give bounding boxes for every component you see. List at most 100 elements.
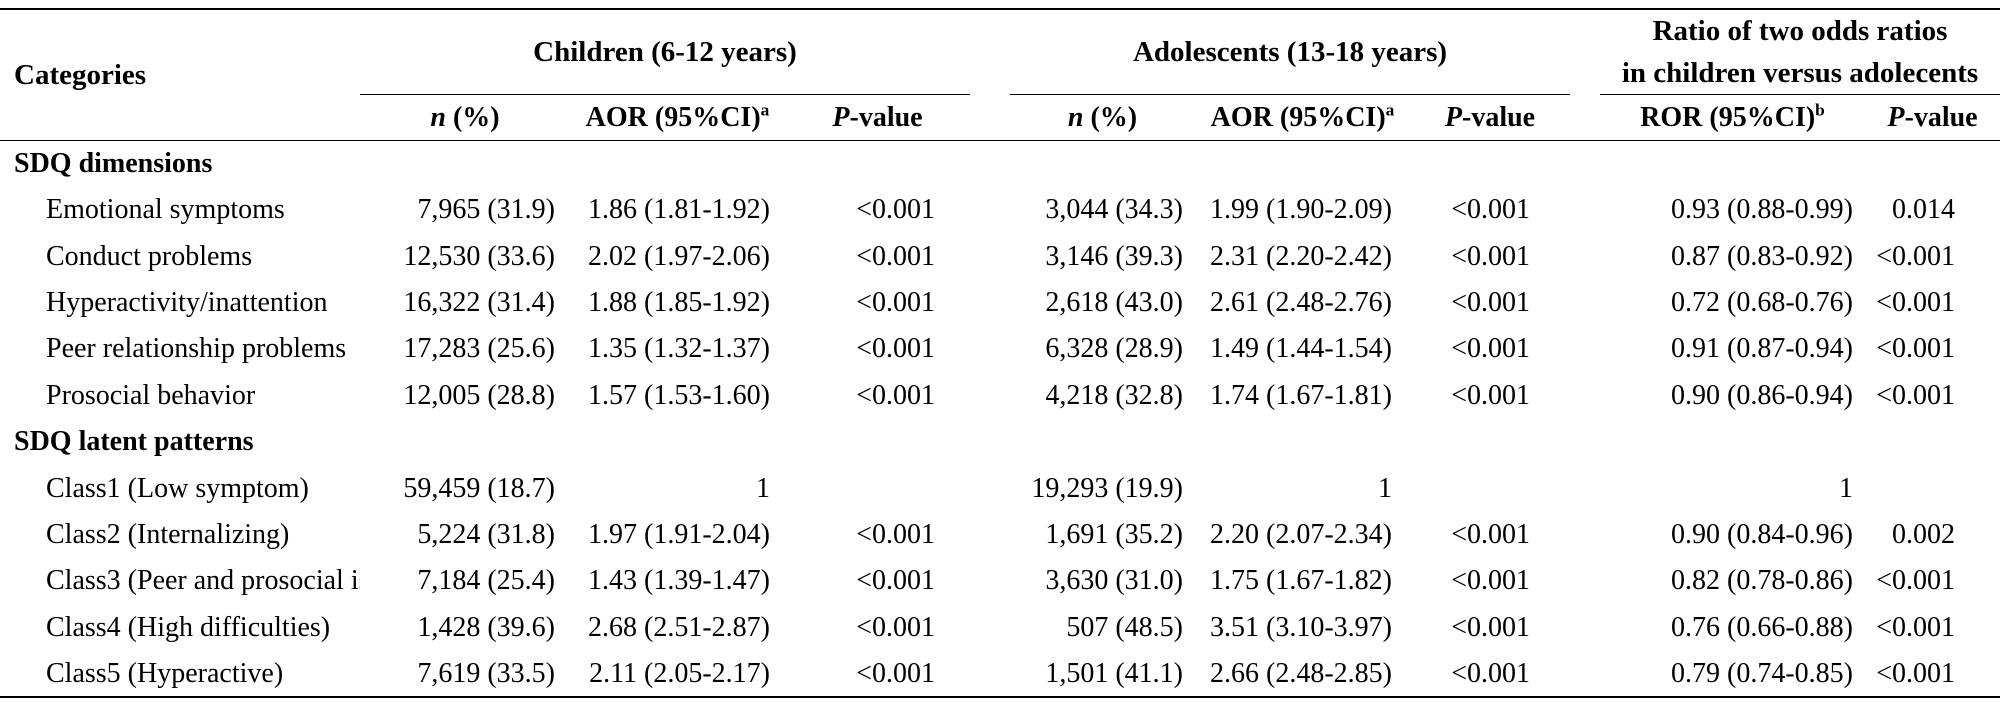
ror-pvalue-cell: <0.001 xyxy=(1876,611,1955,643)
table-row: Peer relationship problems 17,283 (25.6)… xyxy=(0,326,2000,372)
children-pvalue-cell xyxy=(785,465,970,511)
row-category: Class4 (High difficulties) xyxy=(46,611,331,643)
ror-group-header: Ratio of two odds ratios in children ver… xyxy=(1600,9,2000,96)
children-aor-cell: 2.02 (1.97-2.06) xyxy=(588,240,770,272)
adolescents-aor-cell: 1.75 (1.67-1.82) xyxy=(1210,565,1392,597)
ror-pvalue-cell: <0.001 xyxy=(1876,240,1955,272)
children-n-cell: 12,530 (33.6) xyxy=(403,240,555,272)
column-spacer xyxy=(1570,465,1600,511)
ror-header: ROR (95%CI)b xyxy=(1600,94,1865,142)
row-category: Class1 (Low symptom) xyxy=(46,472,309,504)
n-rest: (%) xyxy=(445,101,500,133)
children-aor-cell: 1.35 (1.32-1.37) xyxy=(588,333,770,365)
adolescents-pvalue-cell xyxy=(1410,465,1570,511)
ror-cell: 1 xyxy=(1839,472,1853,504)
column-spacer xyxy=(970,326,1010,372)
adolescents-n-cell: 3,044 (34.3) xyxy=(1045,194,1183,226)
table-row: Emotional symptoms 7,965 (31.9) 1.86 (1.… xyxy=(0,187,2000,233)
table-body: SDQ dimensions Emotional symptoms 7,965 … xyxy=(0,141,2000,698)
column-spacer xyxy=(970,558,1010,604)
p-symbol: P xyxy=(1444,101,1462,133)
p-symbol: P xyxy=(832,101,850,133)
adolescents-aor-cell: 1.74 (1.67-1.81) xyxy=(1210,379,1392,411)
children-n-cell: 7,965 (31.9) xyxy=(417,194,555,226)
aor-label: AOR (95%CI) xyxy=(1210,101,1386,133)
adolescents-pvalue-cell: <0.001 xyxy=(1451,333,1530,365)
ror-cell: 0.93 (0.88-0.99) xyxy=(1671,194,1853,226)
adolescents-aor-cell: 1.99 (1.90-2.09) xyxy=(1210,194,1392,226)
children-n-cell: 7,184 (25.4) xyxy=(417,565,555,597)
children-n-header: n (%) xyxy=(360,94,570,142)
ror-cell: 0.90 (0.84-0.96) xyxy=(1671,518,1853,550)
column-spacer xyxy=(1570,651,1600,697)
adolescents-aor-cell: 1.49 (1.44-1.54) xyxy=(1210,333,1392,365)
children-n-cell: 7,619 (33.5) xyxy=(417,657,555,689)
children-aor-cell: 2.68 (2.51-2.87) xyxy=(588,611,770,643)
ror-cell: 0.91 (0.87-0.94) xyxy=(1671,333,1853,365)
ror-pvalue-header: P-value xyxy=(1865,94,2000,142)
children-aor-cell: 1.57 (1.53-1.60) xyxy=(588,379,770,411)
adolescents-group-header: Adolescents (13-18 years) xyxy=(1010,9,1570,96)
adolescents-n-cell: 19,293 (19.9) xyxy=(1031,472,1183,504)
ror-cell: 0.79 (0.74-0.85) xyxy=(1671,657,1853,689)
children-aor-header: AOR (95%CI)a xyxy=(570,94,785,142)
aor-label: AOR (95%CI) xyxy=(585,101,761,133)
ror-group-line1: Ratio of two odds ratios xyxy=(1652,15,1948,47)
adolescents-n-header: n (%) xyxy=(1010,94,1195,142)
p-rest: -value xyxy=(1904,101,1978,133)
footnote-marker-b: b xyxy=(1815,100,1825,120)
children-pvalue-cell: <0.001 xyxy=(856,333,935,365)
row-category: Prosocial behavior xyxy=(46,379,256,411)
adolescents-n-cell: 1,501 (41.1) xyxy=(1045,657,1183,689)
section-title: SDQ latent patterns xyxy=(14,426,254,458)
column-spacer xyxy=(1570,605,1600,651)
column-spacer xyxy=(1570,187,1600,233)
n-symbol: n xyxy=(1067,101,1084,133)
column-spacer xyxy=(1570,233,1600,279)
table-row: Class3 (Peer and prosocial issues) 7,184… xyxy=(0,558,2000,604)
adolescents-aor-header: AOR (95%CI)a xyxy=(1195,94,1410,142)
row-category: Conduct problems xyxy=(46,240,253,272)
adolescents-pvalue-header: P-value xyxy=(1410,94,1570,142)
adolescents-pvalue-cell: <0.001 xyxy=(1451,286,1530,318)
column-spacer xyxy=(1570,280,1600,326)
adolescents-aor-cell: 2.61 (2.48-2.76) xyxy=(1210,286,1392,318)
column-spacer xyxy=(970,605,1010,651)
stats-table: Categories Children (6-12 years) Adolesc… xyxy=(0,8,2000,699)
adolescents-aor-cell: 3.51 (3.10-3.97) xyxy=(1210,611,1392,643)
footnote-marker-a: a xyxy=(1385,100,1395,120)
adolescents-n-cell: 507 (48.5) xyxy=(1066,611,1183,643)
children-pvalue-cell: <0.001 xyxy=(856,657,935,689)
children-n-cell: 16,322 (31.4) xyxy=(403,286,555,318)
column-spacer xyxy=(970,233,1010,279)
row-category: Hyperactivity/inattention xyxy=(46,286,328,318)
ror-cell: 0.76 (0.66-0.88) xyxy=(1671,611,1853,643)
column-spacer xyxy=(1570,373,1600,419)
column-spacer xyxy=(970,651,1010,697)
table-row: Hyperactivity/inattention 16,322 (31.4) … xyxy=(0,280,2000,326)
column-spacer xyxy=(970,280,1010,326)
children-pvalue-cell: <0.001 xyxy=(856,611,935,643)
ror-pvalue-cell xyxy=(1865,465,2000,511)
ror-pvalue-cell: <0.001 xyxy=(1876,657,1955,689)
row-category: Emotional symptoms xyxy=(46,194,285,226)
categories-header: Categories xyxy=(0,9,360,142)
children-aor-cell: 2.11 (2.05-2.17) xyxy=(589,657,770,689)
children-n-cell: 5,224 (31.8) xyxy=(417,518,555,550)
section-title: SDQ dimensions xyxy=(14,148,213,180)
section-header-row: SDQ latent patterns xyxy=(0,419,2000,465)
adolescents-aor-cell: 2.31 (2.20-2.42) xyxy=(1210,240,1392,272)
children-n-cell: 17,283 (25.6) xyxy=(403,333,555,365)
column-spacer xyxy=(970,465,1010,511)
adolescents-pvalue-cell: <0.001 xyxy=(1451,518,1530,550)
column-spacer xyxy=(1570,9,1600,142)
table-row: Conduct problems 12,530 (33.6) 2.02 (1.9… xyxy=(0,233,2000,279)
adolescents-n-cell: 4,218 (32.8) xyxy=(1045,379,1183,411)
ror-pvalue-cell: 0.002 xyxy=(1892,518,1955,550)
adolescents-pvalue-cell: <0.001 xyxy=(1451,657,1530,689)
adolescents-pvalue-cell: <0.001 xyxy=(1451,240,1530,272)
children-pvalue-cell: <0.001 xyxy=(856,379,935,411)
adolescents-pvalue-cell: <0.001 xyxy=(1451,565,1530,597)
adolescents-aor-cell: 2.20 (2.07-2.34) xyxy=(1210,518,1392,550)
